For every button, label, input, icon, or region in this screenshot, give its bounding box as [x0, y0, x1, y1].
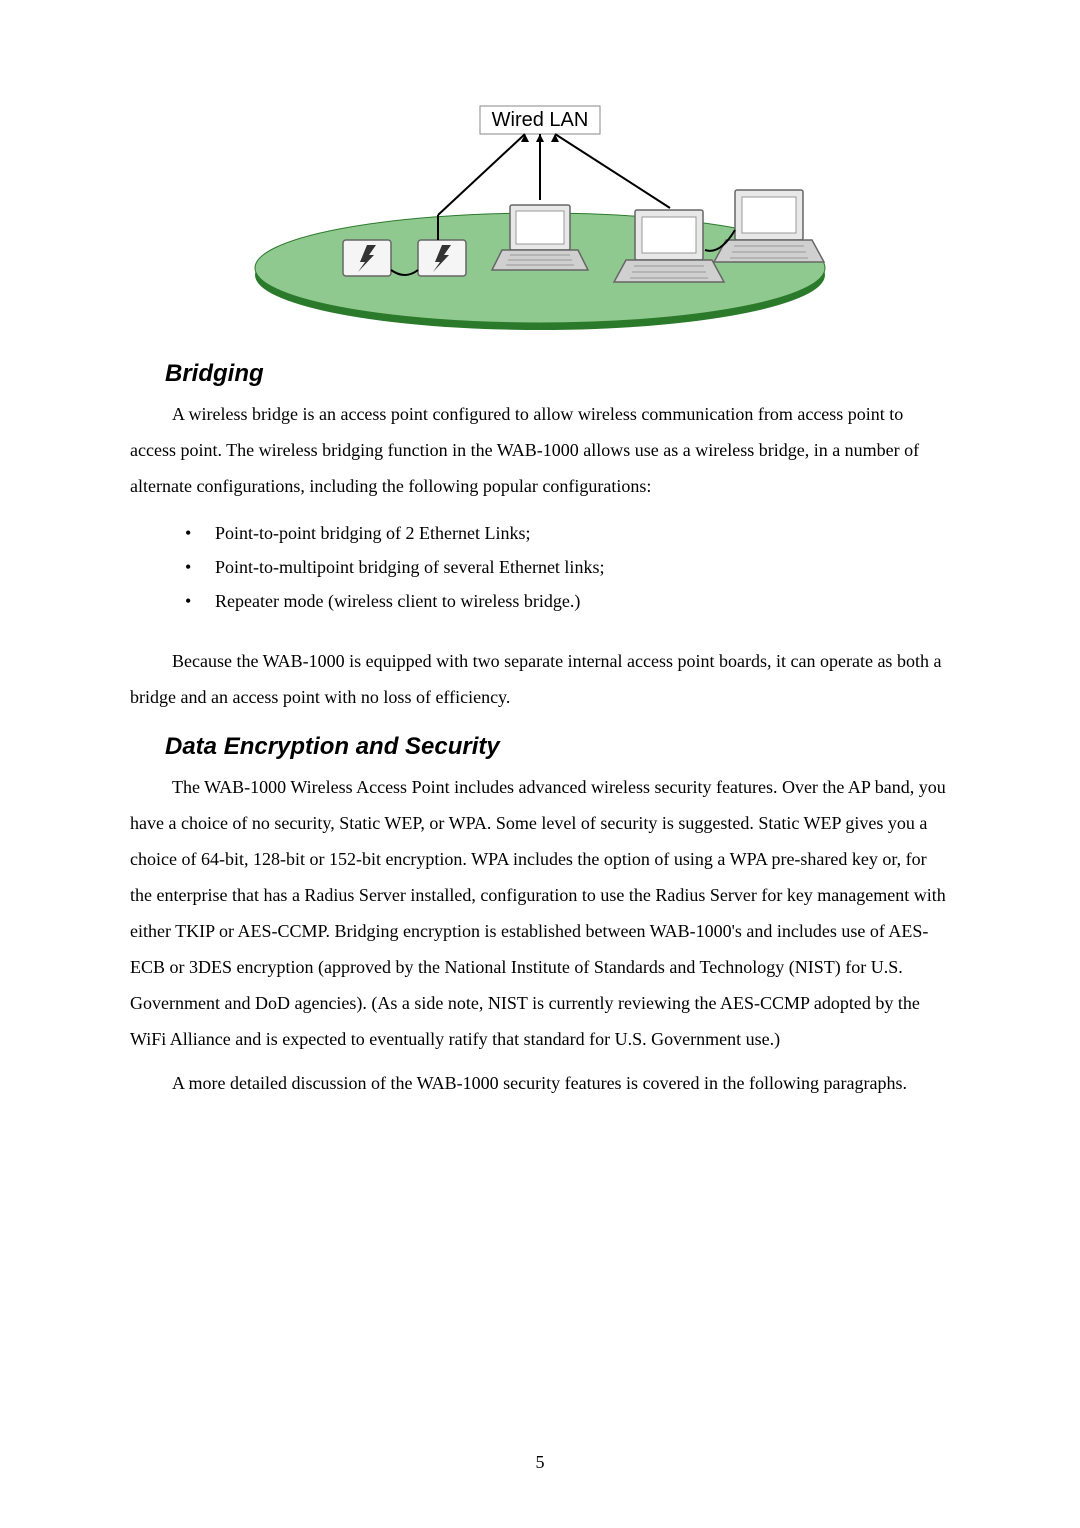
- bridging-bullet-list: Point-to-point bridging of 2 Ethernet Li…: [130, 516, 950, 619]
- paragraph-security-more: A more detailed discussion of the WAB-10…: [130, 1065, 950, 1101]
- network-diagram: Wired LAN: [240, 100, 840, 335]
- arrow-left-top: [521, 134, 529, 142]
- list-item: Point-to-multipoint bridging of several …: [130, 550, 950, 584]
- list-item: Point-to-point bridging of 2 Ethernet Li…: [130, 516, 950, 550]
- wired-lan-diagram-svg: Wired LAN: [240, 100, 840, 335]
- arrow-center-top: [536, 134, 544, 142]
- wired-lan-label-text: Wired LAN: [492, 109, 589, 131]
- page-number: 5: [0, 1452, 1080, 1473]
- heading-security: Data Encryption and Security: [165, 733, 950, 761]
- paragraph-bridging-after: Because the WAB-1000 is equipped with tw…: [130, 643, 950, 715]
- list-item: Repeater mode (wireless client to wirele…: [130, 584, 950, 618]
- paragraph-bridging-intro: A wireless bridge is an access point con…: [130, 396, 950, 504]
- device-router-center: [418, 240, 466, 276]
- document-page: Wired LAN: [0, 0, 1080, 1169]
- laptop-right-back: [714, 190, 824, 262]
- wire-right: [555, 134, 670, 208]
- wire-left: [438, 134, 525, 215]
- paragraph-security-main: The WAB-1000 Wireless Access Point inclu…: [130, 769, 950, 1057]
- heading-bridging: Bridging: [165, 360, 950, 388]
- device-router-left: [343, 240, 391, 276]
